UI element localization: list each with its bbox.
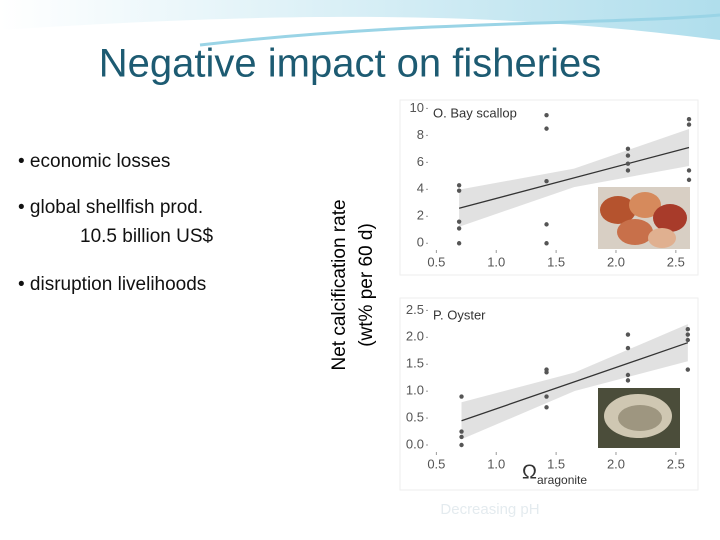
point (456, 226, 462, 231)
footer: Decreasing pH (440, 501, 539, 518)
point (686, 168, 692, 173)
y-tick-label: 1.0 (406, 383, 424, 398)
point (685, 332, 691, 337)
y-tick-label: 1.5 (406, 356, 424, 371)
x-axis-title-sub: aragonite (537, 473, 587, 487)
y-tick-label: 10 (410, 100, 424, 115)
y-tick-label: 0.5 (406, 410, 424, 425)
scallop-photo (598, 187, 690, 249)
y-axis-title-line: Net calcification rate (329, 199, 350, 370)
point (625, 161, 631, 166)
x-tick-label: 1.0 (487, 456, 505, 471)
point (625, 332, 631, 337)
point (544, 179, 549, 184)
point (456, 188, 462, 193)
point (459, 434, 464, 440)
swoosh (0, 0, 720, 40)
x-tick-label: 0.5 (427, 456, 445, 471)
point (544, 126, 549, 131)
y-tick-label: 0 (417, 235, 424, 250)
point (544, 405, 549, 410)
y-tick-label: 2 (417, 208, 424, 223)
y-tick-label: 6 (417, 154, 424, 169)
x-tick-label: 0.5 (427, 254, 445, 269)
point (686, 122, 692, 127)
trend-line (458, 146, 690, 209)
point (456, 219, 462, 224)
point (459, 394, 464, 399)
point (459, 429, 464, 434)
y-tick-label: 8 (417, 127, 424, 142)
point (625, 345, 631, 351)
point (544, 112, 549, 118)
point (544, 370, 549, 375)
point (625, 146, 631, 152)
point (686, 177, 692, 183)
chart-title: O. Bay scallop (433, 105, 517, 120)
x-tick-label: 1.0 (487, 254, 505, 269)
y-axis-title-line: (wt% per 60 d) (356, 223, 377, 347)
point (544, 241, 549, 246)
point (456, 183, 462, 188)
point (544, 222, 549, 227)
bullet: • economic losses (18, 151, 170, 172)
oyster-photo (598, 388, 680, 448)
y-tick-label: 2.5 (406, 302, 424, 317)
point (686, 116, 692, 122)
point (625, 168, 631, 173)
x-tick-label: 2.0 (607, 456, 625, 471)
x-tick-label: 2.0 (607, 254, 625, 269)
x-tick-label: 2.5 (667, 456, 685, 471)
bullet: • disruption livelihoods (18, 274, 206, 295)
x-tick-label: 1.5 (547, 254, 565, 269)
slide-title: Negative impact on fisheries (99, 42, 601, 86)
y-tick-label: 2.0 (406, 329, 424, 344)
y-axis-title: Net calcification rate (wt% per 60 d) (329, 199, 377, 370)
point (459, 442, 464, 448)
point (685, 367, 691, 372)
bullet: 10.5 billion US$ (80, 226, 214, 247)
y-tick-label: 4 (417, 181, 424, 196)
point (685, 337, 691, 343)
point (625, 372, 631, 378)
point (544, 394, 549, 399)
trend-line (461, 342, 689, 422)
y-tick-label: 0.0 (406, 436, 424, 451)
point (685, 327, 691, 332)
point (625, 378, 631, 383)
bullet: • global shellfish prod. (18, 197, 203, 218)
point (625, 153, 631, 158)
x-tick-label: 1.5 (547, 456, 565, 471)
x-tick-label: 2.5 (667, 254, 685, 269)
chart-title: P. Oyster (433, 307, 486, 322)
x-axis-title: Ω (522, 461, 537, 483)
point (456, 241, 462, 246)
swoosh-line (199, 13, 720, 47)
